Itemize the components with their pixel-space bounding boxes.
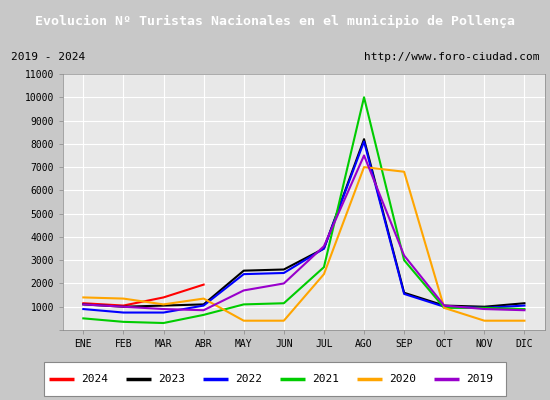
Text: 2020: 2020 <box>389 374 416 384</box>
Text: 2023: 2023 <box>158 374 185 384</box>
Text: 2024: 2024 <box>81 374 108 384</box>
Text: Evolucion Nº Turistas Nacionales en el municipio de Pollença: Evolucion Nº Turistas Nacionales en el m… <box>35 14 515 28</box>
Text: 2019 - 2024: 2019 - 2024 <box>11 52 85 62</box>
Text: http://www.foro-ciudad.com: http://www.foro-ciudad.com <box>364 52 539 62</box>
Text: 2019: 2019 <box>466 374 493 384</box>
Text: 2022: 2022 <box>235 374 262 384</box>
Text: 2021: 2021 <box>312 374 339 384</box>
FancyBboxPatch shape <box>44 362 506 396</box>
